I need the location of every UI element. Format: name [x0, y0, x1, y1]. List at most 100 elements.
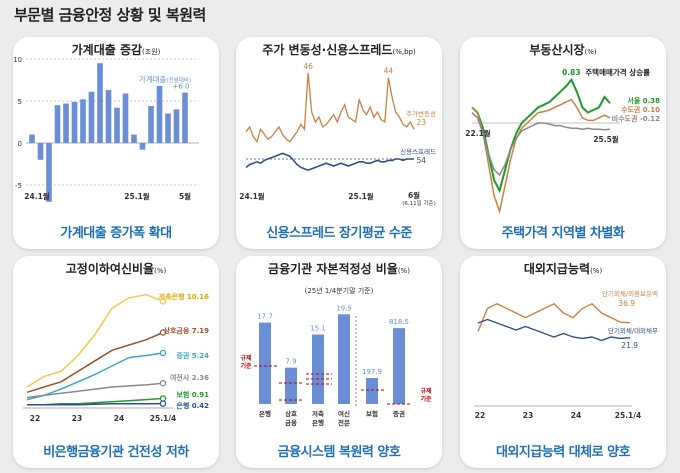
chart-title: 주가 변동성·신용스프레드(%,bp): [262, 42, 416, 57]
series-end-label: 여전사 2.36: [170, 373, 209, 382]
peak-label: 46: [303, 62, 313, 71]
x-tick-label: 24.1월: [239, 191, 265, 201]
category-label: 은행: [259, 409, 271, 418]
bar: [148, 106, 154, 143]
peak-label: 44: [384, 67, 394, 76]
bar: [37, 143, 44, 160]
end-value-label: 36.9: [618, 299, 635, 308]
bar: [105, 90, 112, 143]
category-label: 금융: [285, 418, 297, 427]
series-end-label: 저축은행 10.16: [159, 292, 209, 301]
regulatory-label: 기준: [420, 395, 432, 403]
bank-line: [27, 402, 164, 406]
category-label: 전문: [338, 418, 350, 427]
bar-value-label: 15.1: [310, 325, 326, 333]
end-marker: [159, 349, 167, 357]
bar-value-label: 197.9: [362, 368, 382, 376]
end-value-label: 54: [416, 156, 426, 165]
x-tick-label: 25.5월: [593, 134, 619, 144]
securities-line: [26, 352, 164, 401]
mutual-finance-line: [26, 331, 164, 394]
short-debt-external-line: [477, 318, 631, 342]
bar: [122, 93, 129, 143]
bar: [131, 134, 137, 143]
bar: [312, 334, 324, 404]
chart-subtitle: (25년 1/4분기말 기준): [305, 286, 374, 295]
bar: [173, 109, 180, 143]
bar: [97, 63, 103, 144]
bar: [80, 99, 86, 143]
bar-value-label: 818.5: [389, 318, 409, 326]
x-tick-label: 22.1월: [465, 128, 491, 138]
series-end-label: 서울 0.38: [627, 96, 660, 105]
bar: [63, 103, 69, 143]
series-end-label: 보험 0.91: [176, 390, 209, 399]
npl-ratio-chart: 고정이하여신비율(%) 저축은행 10.16 상호금융 7.19 증권 5.24 여전사…: [23, 261, 210, 423]
household-loan-card: 가계대출 증감(조원) 10 5 0 -5 +6.0 가계대출(전월대비) 24.1월 25.1…: [13, 37, 219, 249]
end-marker: [159, 400, 167, 407]
series-end-label: 증권 5.24: [176, 351, 209, 360]
category-label: 여신: [338, 409, 350, 418]
short-debt-reserves-line: [477, 302, 631, 332]
non-capital-line: [471, 112, 611, 177]
bar: [54, 105, 61, 143]
x-tick-label: 25.1/4: [615, 411, 641, 420]
x-tick-label: 25.1월: [124, 191, 150, 201]
x-tick-label: 24: [571, 411, 581, 420]
chart-title: 고정이하여신비율(%): [66, 261, 167, 276]
capital-area-line: [471, 98, 611, 215]
end-marker: [159, 329, 167, 336]
category-label: 상호: [285, 409, 297, 418]
regulatory-label: 규제: [240, 354, 252, 362]
end-value-label: 23: [416, 118, 426, 127]
capital-adequacy-card: 금융기관 자본적정성 비율(%) (25년 1/4분기말 기준) 17.7 은행 7.9…: [236, 256, 442, 468]
bar: [338, 314, 350, 404]
series-end-label: 수도권 0.10: [621, 105, 660, 114]
npl-caption: 비은행금융기관 건전성 저하: [43, 445, 189, 460]
bar-value-label: 19.5: [336, 304, 352, 312]
chart-subtitle: 주택매매가격 상승률: [585, 67, 650, 77]
bar: [156, 85, 163, 143]
page-title: 부문별 금융안정 상황 및 복원력: [14, 6, 206, 24]
resilience-caption: 금융시스템 복원력 양호: [277, 445, 401, 460]
x-note: (6.11일 기준): [402, 199, 435, 207]
bar: [46, 143, 52, 202]
peak-label: 0.83: [562, 68, 581, 77]
x-tick-label: 23: [523, 411, 533, 420]
bar: [165, 113, 171, 143]
x-tick-label: 24.1월: [24, 191, 50, 201]
end-value-label: 21.9: [621, 341, 638, 350]
credit-spread-caption: 신용스프레드 장기평균 수준: [266, 226, 412, 241]
series-name: 단기외채/대외채무: [608, 326, 658, 335]
credit-card-line: [26, 382, 164, 399]
series-end-label: 비수도권 -0.12: [612, 114, 661, 123]
x-tick-label: 23: [72, 414, 82, 423]
series-name: 주가변동성: [406, 109, 436, 118]
chart-title: 금융기관 자본적정성 비율(%): [268, 261, 410, 276]
y-tick-label: -5: [15, 182, 22, 190]
y-tick-label: 0: [18, 140, 22, 148]
series-end-label: 상호금융 7.19: [164, 326, 210, 335]
chart-title: 대외지급능력(%): [524, 261, 603, 276]
household-loan-caption: 가계대출 증가폭 확대: [60, 226, 172, 241]
credit-spread-line: [245, 152, 414, 172]
chart-title: 가계대출 증감(조원): [72, 42, 161, 57]
regulatory-label: 기준: [240, 362, 252, 370]
y-tick-label: 10: [13, 56, 22, 64]
bar-value-label: 17.7: [257, 313, 273, 321]
x-tick-label: 6월: [408, 190, 420, 200]
bar: [139, 143, 146, 150]
bar: [182, 92, 188, 143]
bar: [285, 367, 297, 404]
category-label: 저축: [312, 409, 324, 418]
stock-volatility-line: [245, 72, 415, 144]
category-label: 증권: [393, 409, 405, 418]
regulatory-label: 규제: [420, 387, 432, 395]
seoul-line: [471, 77, 611, 194]
series-label: 가계대출(전월대비): [139, 74, 191, 84]
bar-value-label: 7.9: [285, 358, 296, 366]
bar: [88, 91, 95, 143]
